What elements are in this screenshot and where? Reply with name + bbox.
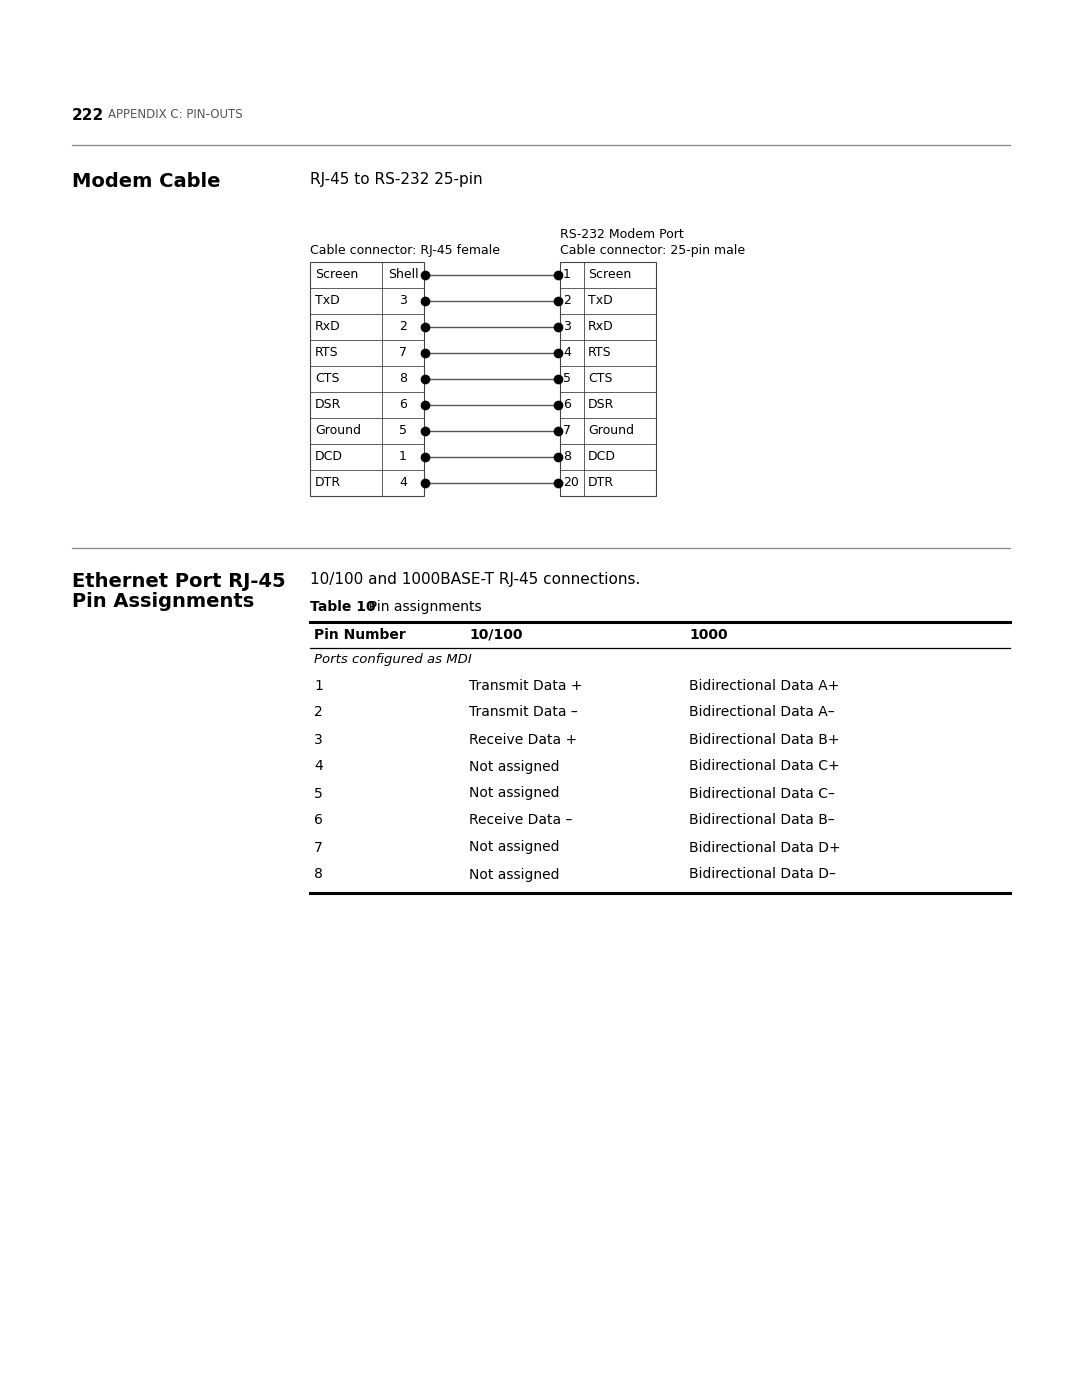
Text: CTS: CTS — [588, 373, 612, 386]
Text: 8: 8 — [314, 868, 323, 882]
Text: 8: 8 — [399, 373, 407, 386]
Text: 5: 5 — [399, 425, 407, 437]
Text: 4: 4 — [563, 346, 571, 359]
Text: 4: 4 — [314, 760, 323, 774]
Text: 4: 4 — [400, 476, 407, 489]
Text: Transmit Data +: Transmit Data + — [469, 679, 582, 693]
Text: 3: 3 — [314, 732, 323, 746]
Text: Receive Data –: Receive Data – — [469, 813, 572, 827]
Text: Screen: Screen — [588, 268, 631, 282]
Text: Bidirectional Data D+: Bidirectional Data D+ — [689, 841, 840, 855]
Text: Table 10: Table 10 — [310, 599, 376, 615]
Text: 7: 7 — [314, 841, 323, 855]
Text: TxD: TxD — [315, 295, 340, 307]
Text: Shell: Shell — [388, 268, 418, 282]
Text: 2: 2 — [314, 705, 323, 719]
Text: 6: 6 — [400, 398, 407, 412]
Text: Not assigned: Not assigned — [469, 868, 559, 882]
Text: 1000: 1000 — [689, 629, 728, 643]
Text: Not assigned: Not assigned — [469, 841, 559, 855]
Text: Ground: Ground — [588, 425, 634, 437]
Bar — [561, 263, 656, 496]
Bar — [310, 263, 424, 496]
Text: Bidirectional Data B–: Bidirectional Data B– — [689, 813, 835, 827]
Text: 222: 222 — [72, 108, 105, 123]
Text: RxD: RxD — [315, 320, 341, 334]
Text: DSR: DSR — [315, 398, 341, 412]
Text: 3: 3 — [400, 295, 407, 307]
Text: Ground: Ground — [315, 425, 361, 437]
Text: Bidirectional Data A–: Bidirectional Data A– — [689, 705, 835, 719]
Text: RTS: RTS — [315, 346, 339, 359]
Text: RTS: RTS — [588, 346, 611, 359]
Text: 8: 8 — [563, 450, 571, 464]
Text: 6: 6 — [563, 398, 571, 412]
Text: 2: 2 — [400, 320, 407, 334]
Text: Bidirectional Data D–: Bidirectional Data D– — [689, 868, 836, 882]
Text: DTR: DTR — [315, 476, 341, 489]
Text: TxD: TxD — [588, 295, 612, 307]
Text: Transmit Data –: Transmit Data – — [469, 705, 578, 719]
Text: RxD: RxD — [588, 320, 613, 334]
Text: 10/100 and 1000BASE-T RJ-45 connections.: 10/100 and 1000BASE-T RJ-45 connections. — [310, 571, 640, 587]
Text: 6: 6 — [314, 813, 323, 827]
Text: 3: 3 — [563, 320, 571, 334]
Text: 5: 5 — [563, 373, 571, 386]
Text: 1: 1 — [400, 450, 407, 464]
Text: Ethernet Port RJ-45: Ethernet Port RJ-45 — [72, 571, 285, 591]
Text: Cable connector: 25-pin male: Cable connector: 25-pin male — [561, 244, 745, 257]
Text: DSR: DSR — [588, 398, 615, 412]
Text: CTS: CTS — [315, 373, 339, 386]
Text: Screen: Screen — [315, 268, 359, 282]
Text: 2: 2 — [563, 295, 571, 307]
Text: Receive Data +: Receive Data + — [469, 732, 577, 746]
Text: RS-232 Modem Port: RS-232 Modem Port — [561, 228, 684, 242]
Text: 20: 20 — [563, 476, 579, 489]
Text: Modem Cable: Modem Cable — [72, 172, 220, 191]
Text: 5: 5 — [314, 787, 323, 800]
Text: Bidirectional Data A+: Bidirectional Data A+ — [689, 679, 839, 693]
Text: RJ-45 to RS-232 25-pin: RJ-45 to RS-232 25-pin — [310, 172, 483, 187]
Text: Pin Number: Pin Number — [314, 629, 406, 643]
Text: DCD: DCD — [588, 450, 616, 464]
Text: 1: 1 — [314, 679, 323, 693]
Text: APPENDIX C: PIN-OUTS: APPENDIX C: PIN-OUTS — [108, 108, 243, 122]
Text: Bidirectional Data B+: Bidirectional Data B+ — [689, 732, 839, 746]
Text: Ports configured as MDI: Ports configured as MDI — [314, 654, 472, 666]
Text: Not assigned: Not assigned — [469, 787, 559, 800]
Text: 10/100: 10/100 — [469, 629, 523, 643]
Text: Pin Assignments: Pin Assignments — [72, 592, 254, 610]
Text: 7: 7 — [399, 346, 407, 359]
Text: Bidirectional Data C–: Bidirectional Data C– — [689, 787, 835, 800]
Text: 7: 7 — [563, 425, 571, 437]
Text: DCD: DCD — [315, 450, 343, 464]
Text: Pin assignments: Pin assignments — [360, 599, 482, 615]
Text: Not assigned: Not assigned — [469, 760, 559, 774]
Text: Cable connector: RJ-45 female: Cable connector: RJ-45 female — [310, 244, 500, 257]
Text: 1: 1 — [563, 268, 571, 282]
Text: Bidirectional Data C+: Bidirectional Data C+ — [689, 760, 839, 774]
Text: DTR: DTR — [588, 476, 615, 489]
